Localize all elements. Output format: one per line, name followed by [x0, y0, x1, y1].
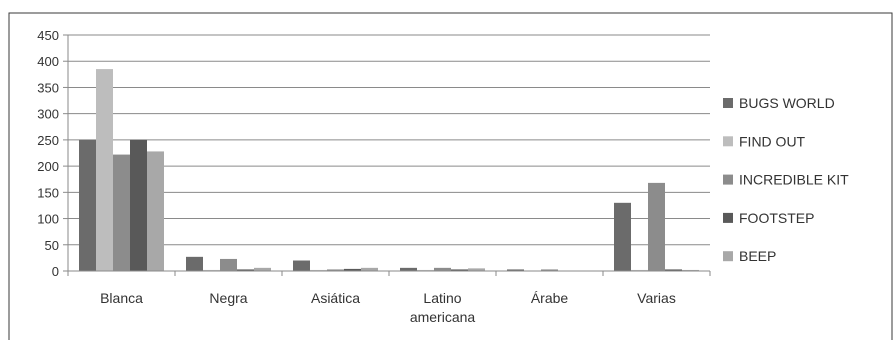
bar-footstep	[237, 269, 254, 271]
x-category-label: Varias	[637, 290, 676, 306]
x-category-label: Negra	[209, 290, 247, 306]
legend-label: BEEP	[739, 248, 776, 264]
y-axis-ticks: 0 50 100 150 200 250 300 350 400 450	[37, 28, 68, 279]
bars	[79, 69, 699, 271]
y-tick-label: 300	[37, 107, 59, 122]
x-category-label: Latino	[423, 290, 461, 306]
legend-swatch	[723, 98, 733, 108]
bar-footstep	[344, 268, 361, 271]
bar-incredible-kit	[541, 269, 558, 271]
y-tick-label: 0	[52, 264, 59, 279]
bar-beep	[468, 268, 485, 271]
y-tick-label: 200	[37, 159, 59, 174]
x-category-label: Árabe	[531, 290, 569, 306]
bar-find-out	[417, 269, 434, 271]
y-tick-label: 150	[37, 185, 59, 200]
gridlines	[68, 34, 710, 246]
bar-find-out	[310, 269, 327, 271]
bar-footstep	[665, 269, 682, 271]
bar-bugs-world	[507, 269, 524, 271]
x-category-label: Asiática	[311, 290, 360, 306]
y-tick-label: 400	[37, 54, 59, 69]
legend-label: BUGS WORLD	[739, 95, 835, 111]
bar-incredible-kit	[220, 258, 237, 271]
bar-bugs-world	[293, 260, 310, 271]
bar-beep	[147, 151, 164, 271]
bar-incredible-kit	[434, 267, 451, 271]
y-tick-label: 350	[37, 80, 59, 95]
legend-label: FOOTSTEP	[739, 210, 814, 226]
legend-swatch	[723, 174, 733, 185]
x-axis-categories: Blanca Negra Asiática Latino americana Árabe V…	[67, 271, 711, 325]
y-tick-label: 450	[37, 28, 59, 43]
y-tick-label: 100	[37, 212, 59, 227]
bar-find-out	[203, 269, 220, 271]
legend-label: INCREDIBLE KIT	[739, 172, 849, 188]
bar-bugs-world	[614, 202, 631, 271]
y-tick-label: 250	[37, 133, 59, 148]
bar-beep	[361, 267, 378, 271]
bar-incredible-kit	[648, 182, 665, 271]
legend: BUGS WORLD FIND OUT INCREDIBLE KIT FOOTSTEP…	[723, 95, 849, 264]
legend-label: FIND OUT	[739, 133, 806, 149]
legend-swatch	[723, 251, 733, 262]
y-tick-label: 50	[45, 238, 59, 253]
bar-find-out	[631, 269, 648, 271]
bar-footstep	[130, 139, 147, 271]
x-category-label: americana	[410, 309, 476, 325]
x-category-label: Blanca	[100, 290, 143, 306]
bar-find-out	[96, 69, 113, 271]
legend-swatch	[723, 212, 733, 223]
bar-incredible-kit	[327, 269, 344, 271]
bar-beep	[682, 269, 699, 271]
bar-bugs-world	[186, 256, 203, 271]
bar-footstep	[451, 269, 468, 271]
bar-beep	[254, 267, 271, 271]
bar-incredible-kit	[113, 154, 130, 271]
bar-bugs-world	[79, 139, 96, 271]
bar-bugs-world	[400, 267, 417, 271]
legend-swatch	[723, 136, 733, 147]
